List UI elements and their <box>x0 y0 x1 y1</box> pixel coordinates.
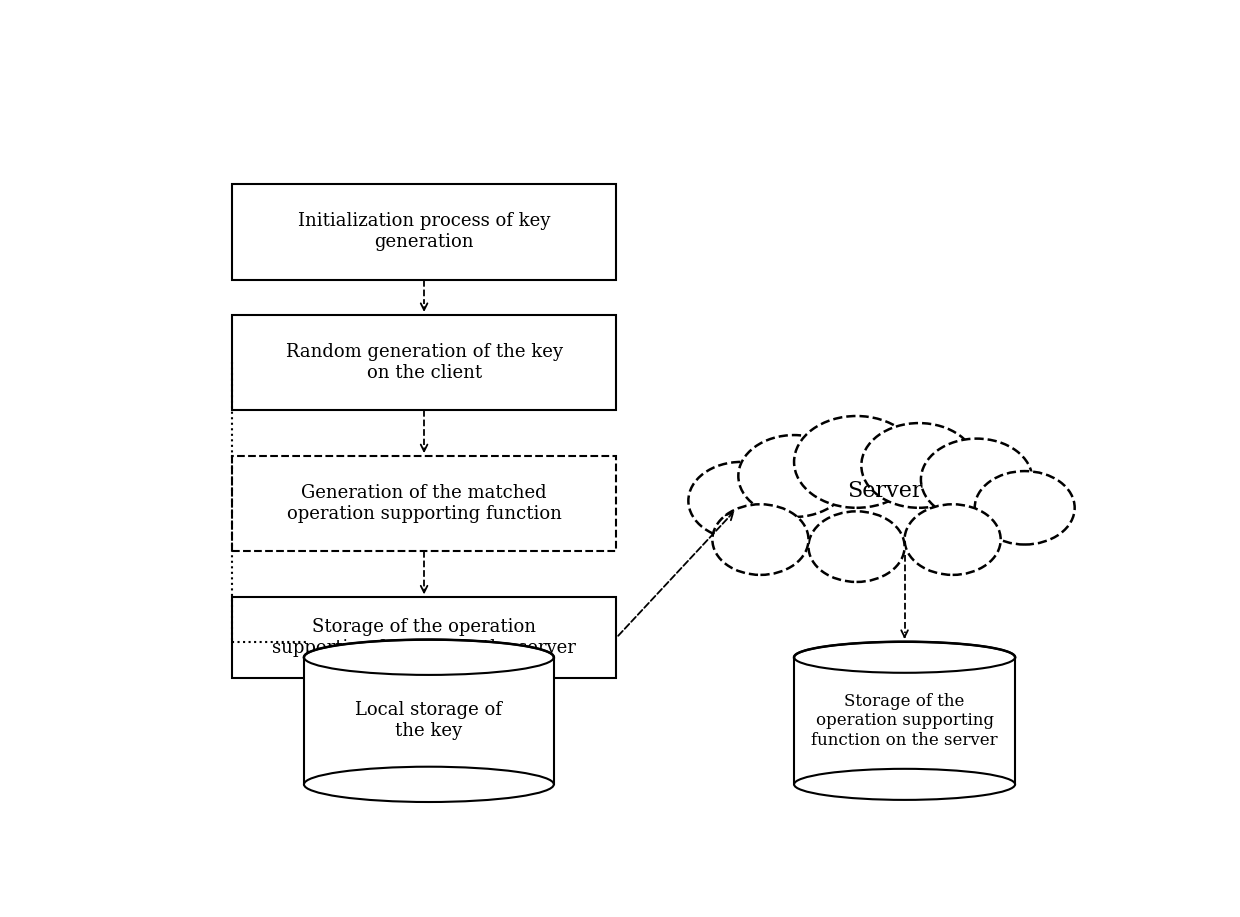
Text: Storage of the
operation supporting
function on the server: Storage of the operation supporting func… <box>811 692 998 749</box>
Circle shape <box>808 512 904 582</box>
Circle shape <box>904 504 1001 575</box>
Bar <box>304 657 554 784</box>
Text: Local storage of
the key: Local storage of the key <box>356 702 502 740</box>
Text: Generation of the matched
operation supporting function: Generation of the matched operation supp… <box>286 484 562 523</box>
Circle shape <box>738 435 849 517</box>
Circle shape <box>862 423 977 508</box>
Text: Server: Server <box>848 481 923 503</box>
Circle shape <box>975 471 1075 545</box>
Ellipse shape <box>304 767 554 802</box>
Bar <box>794 657 1016 784</box>
FancyBboxPatch shape <box>232 456 616 551</box>
Ellipse shape <box>304 640 554 675</box>
Text: Random generation of the key
on the client: Random generation of the key on the clie… <box>285 343 563 381</box>
Circle shape <box>921 438 1033 521</box>
Circle shape <box>712 504 808 575</box>
Circle shape <box>688 462 794 539</box>
FancyBboxPatch shape <box>232 184 616 280</box>
Ellipse shape <box>794 768 1016 800</box>
Text: Storage of the operation
supporting function to the server: Storage of the operation supporting func… <box>272 618 577 657</box>
Circle shape <box>794 416 919 508</box>
Ellipse shape <box>794 642 1016 673</box>
FancyBboxPatch shape <box>232 597 616 679</box>
Text: Initialization process of key
generation: Initialization process of key generation <box>298 213 551 251</box>
FancyBboxPatch shape <box>232 315 616 410</box>
